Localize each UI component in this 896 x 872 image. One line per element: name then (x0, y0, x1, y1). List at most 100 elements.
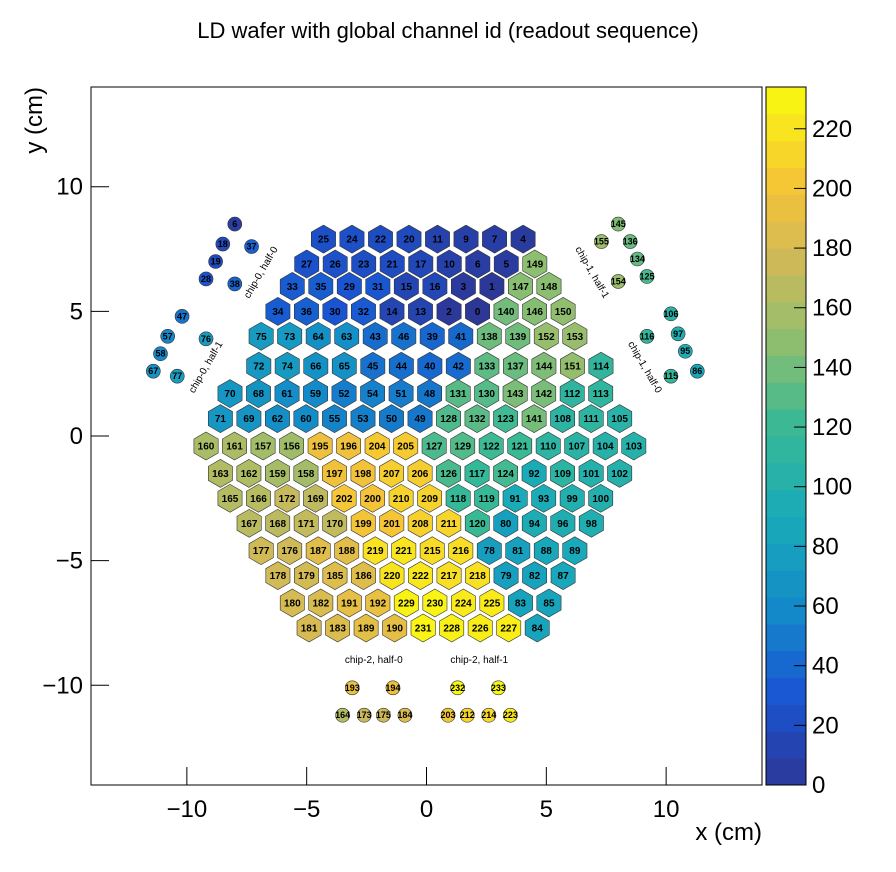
wafer-cell: 23 (351, 249, 377, 279)
calib-cell: 223 (503, 707, 518, 723)
chart-title: LD wafer with global channel id (readout… (197, 18, 698, 43)
colorbar-tick-label: 20 (812, 712, 839, 739)
colorbar-tick-label: 0 (812, 772, 825, 799)
cell-hexagon (365, 272, 391, 301)
calib-cell: 173 (357, 707, 372, 723)
cell-hexagon (208, 404, 233, 433)
cell-hexagon (474, 483, 500, 513)
wafer-cell: 142 (531, 379, 557, 408)
wafer-cell: 140 (493, 297, 519, 326)
cell-id-label: 226 (472, 623, 489, 634)
calib-marker (630, 251, 645, 267)
cell-id-label: 124 (497, 469, 514, 480)
cell-id-label: 61 (281, 389, 293, 400)
cell-id-label: 80 (500, 519, 512, 530)
calib-id-label: 38 (230, 279, 240, 289)
wafer-cell: 186 (350, 561, 376, 590)
calib-marker (491, 680, 506, 696)
wafer-cell: 215 (419, 536, 445, 566)
wafer-cell: 68 (246, 379, 271, 408)
cell-id-label: 82 (529, 571, 541, 582)
wafer-cell: 13 (408, 297, 433, 326)
cell-id-label: 96 (557, 519, 569, 530)
calib-cell: 57 (160, 328, 175, 344)
cell-id-label: 54 (367, 389, 379, 400)
calib-id-label: 97 (673, 329, 683, 339)
cell-hexagon (505, 321, 531, 351)
calib-marker (440, 707, 456, 723)
cell-id-label: 131 (450, 389, 467, 400)
cell-hexagon (365, 588, 391, 618)
cell-id-label: 41 (455, 332, 467, 343)
wafer-cell: 207 (379, 459, 404, 488)
cell-hexagon (478, 431, 504, 461)
cell-id-label: 64 (313, 332, 325, 343)
calib-marker (146, 363, 161, 379)
cell-hexagon (493, 459, 519, 488)
wafer-cell: 59 (303, 379, 329, 408)
cell-hexagon (550, 561, 576, 590)
wafer-cell: 36 (293, 297, 319, 326)
wafer-cell: 109 (550, 459, 576, 488)
wafer-cell: 179 (293, 561, 319, 590)
cell-id-label: 6 (475, 259, 481, 270)
colorbar-band (766, 409, 806, 437)
cell-hexagon (362, 321, 388, 351)
wafer-cell: 147 (507, 272, 533, 301)
cell-hexagon (419, 536, 445, 566)
wafer-cell: 221 (391, 536, 417, 566)
cell-hexagon (236, 508, 262, 538)
cell-id-label: 93 (538, 494, 550, 505)
calib-marker (198, 271, 214, 287)
calib-cell: 77 (169, 368, 185, 384)
cell-hexagon (607, 404, 633, 433)
calib-marker (227, 276, 243, 292)
cell-hexagon (368, 224, 393, 254)
calib-id-label: 106 (663, 309, 678, 319)
cell-id-label: 48 (424, 389, 436, 400)
cell-hexagon (505, 536, 531, 566)
calib-cell: 116 (639, 328, 655, 344)
calib-id-label: 194 (385, 683, 400, 693)
cell-hexagon (294, 249, 320, 279)
cell-hexagon (550, 508, 576, 538)
wafer-cell: 231 (410, 613, 436, 643)
cell-hexagon (448, 536, 474, 566)
cell-hexagon (407, 459, 433, 488)
calib-cell: 164 (335, 707, 350, 723)
cell-id-label: 23 (358, 259, 370, 270)
wafer-cell: 29 (336, 272, 362, 301)
wafer-cell: 153 (562, 321, 588, 351)
calib-cell: 193 (345, 680, 360, 696)
calib-id-label: 164 (335, 710, 350, 720)
cell-id-label: 120 (469, 519, 486, 530)
wafer-cell: 225 (479, 588, 505, 618)
cell-hexagon (407, 508, 433, 538)
colorbar-band (766, 543, 806, 571)
cell-hexagon (264, 459, 290, 488)
wafer-cell: 52 (331, 379, 357, 408)
cell-hexagon (360, 379, 386, 408)
cell-hexagon (436, 249, 462, 279)
wafer-cell: 73 (277, 321, 303, 351)
wafer-cell: 51 (388, 379, 414, 408)
cell-hexagon (559, 483, 585, 513)
calib-marker (639, 328, 655, 344)
wafer-cell: 70 (217, 379, 243, 408)
cell-hexagon (265, 508, 291, 538)
cell-id-label: 110 (540, 441, 557, 452)
wafer-cell: 71 (208, 404, 233, 433)
cell-id-label: 122 (483, 441, 500, 452)
cell-id-label: 42 (453, 362, 465, 373)
cell-hexagon (562, 536, 588, 566)
cell-hexagon (474, 379, 500, 408)
wafer-cell: 199 (350, 508, 376, 538)
calib-cell: 175 (376, 707, 391, 723)
calib-id-label: 47 (177, 311, 187, 321)
cell-hexagon (588, 483, 614, 513)
calib-marker (198, 331, 214, 347)
cell-hexagon (522, 561, 548, 590)
cell-id-label: 170 (326, 519, 343, 530)
cell-id-label: 192 (370, 599, 387, 610)
